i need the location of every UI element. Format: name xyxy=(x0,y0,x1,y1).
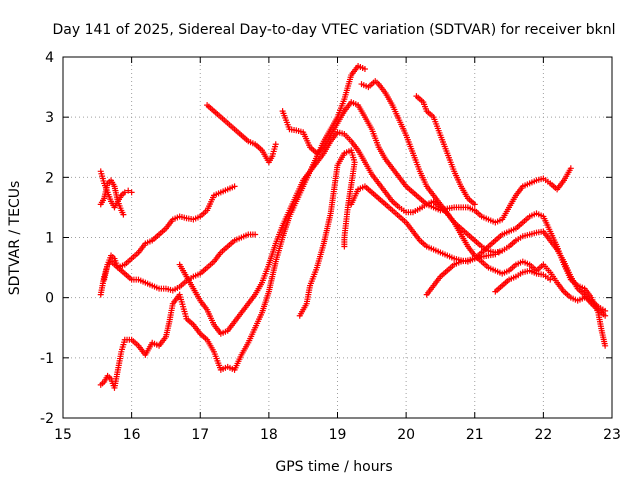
series-s13 xyxy=(423,249,502,298)
series-s3 xyxy=(97,183,238,298)
x-tick-label: 17 xyxy=(191,427,209,443)
data-point xyxy=(492,251,499,258)
series-s8 xyxy=(279,99,574,226)
data-point xyxy=(120,211,127,218)
y-tick-label: 3 xyxy=(45,110,54,126)
x-axis-label: GPS time / hours xyxy=(275,459,392,475)
data-point xyxy=(272,141,279,148)
data-point xyxy=(547,276,554,283)
series-s4 xyxy=(101,231,259,294)
x-tick-label: 21 xyxy=(466,427,484,443)
series-s14 xyxy=(492,267,554,295)
y-axis-label: SDTVAR / TECUs xyxy=(7,181,23,296)
x-tick-label: 19 xyxy=(329,427,347,443)
data-point xyxy=(361,66,368,73)
y-tick-label: 0 xyxy=(45,291,54,307)
x-tick-label: 18 xyxy=(260,427,278,443)
x-tick-label: 22 xyxy=(534,427,552,443)
series-s10 xyxy=(348,183,609,349)
y-tick-label: -2 xyxy=(40,411,54,427)
data-point xyxy=(567,165,574,172)
series-s12 xyxy=(413,93,478,208)
series-s7 xyxy=(204,102,279,166)
data-point xyxy=(602,342,609,349)
data-series-group xyxy=(97,63,609,391)
data-point xyxy=(231,183,238,190)
series-s9 xyxy=(296,147,358,319)
data-point xyxy=(121,189,128,196)
grid xyxy=(63,57,612,418)
x-tick-label: 23 xyxy=(603,427,621,443)
x-tick-label: 20 xyxy=(397,427,415,443)
x-tick-label: 16 xyxy=(123,427,141,443)
data-point xyxy=(495,249,502,256)
series-s2 xyxy=(97,177,127,218)
data-point xyxy=(471,201,478,208)
data-point xyxy=(128,189,135,196)
y-tick-label: 2 xyxy=(45,170,54,186)
series-s11 xyxy=(358,78,609,319)
x-tick-label: 15 xyxy=(54,427,72,443)
y-tick-label: 4 xyxy=(45,50,54,66)
data-point xyxy=(125,187,132,194)
chart-title: Day 141 of 2025, Sidereal Day-to-day VTE… xyxy=(53,22,616,38)
data-point xyxy=(252,231,259,238)
data-point xyxy=(341,243,348,250)
y-tick-label: 1 xyxy=(45,231,54,247)
data-point xyxy=(602,312,609,319)
y-tick-label: -1 xyxy=(40,351,54,367)
